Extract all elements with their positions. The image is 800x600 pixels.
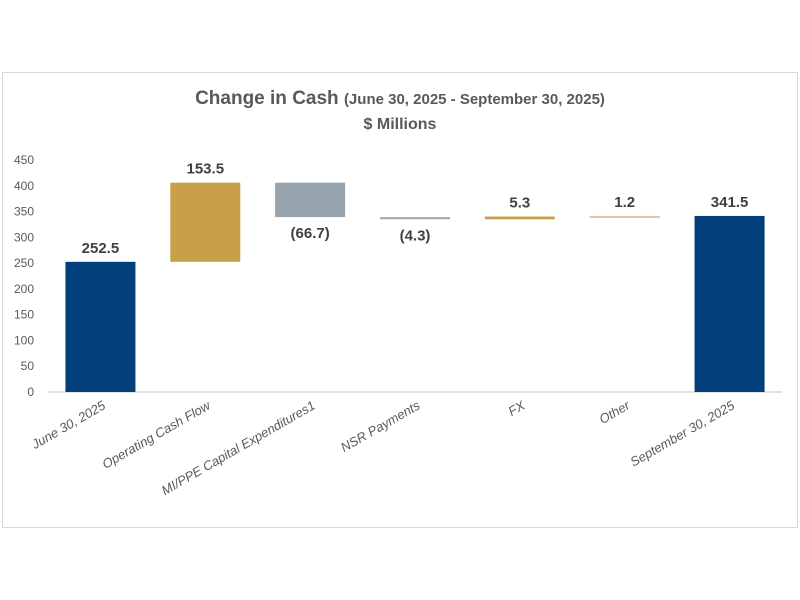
- y-tick-label: 100: [14, 333, 34, 347]
- category-label: September 30, 2025: [628, 397, 738, 469]
- category-label: FX: [505, 397, 528, 419]
- data-label: (4.3): [400, 227, 431, 244]
- title-date-range: (June 30, 2025 - September 30, 2025): [343, 91, 605, 108]
- category-label: NSR Payments: [338, 397, 423, 455]
- bar-3: [380, 217, 450, 220]
- chart-subtitle: $ Millions: [363, 116, 437, 133]
- category-label: Other: [597, 397, 633, 427]
- y-tick-label: 150: [14, 308, 34, 322]
- bar-1: [170, 182, 241, 262]
- data-label: 153.5: [187, 161, 225, 178]
- y-tick-label: 200: [14, 282, 34, 296]
- bar-0: [65, 261, 136, 392]
- title-main: Change in Cash: [195, 88, 339, 109]
- chart-title: Change in Cash (June 30, 2025 - Septembe…: [0, 88, 800, 110]
- bar-4: [484, 216, 555, 220]
- y-tick-label: 350: [14, 205, 34, 219]
- y-tick-label: 300: [14, 230, 34, 244]
- y-tick-label: 450: [14, 153, 34, 167]
- bar-6: [694, 215, 765, 392]
- bar-5: [589, 215, 660, 218]
- data-label: 1.2: [614, 194, 635, 211]
- data-label: 341.5: [711, 194, 749, 211]
- category-label: Operating Cash Flow: [100, 397, 215, 472]
- y-tick-label: 50: [21, 359, 35, 373]
- bar-2: [275, 182, 346, 218]
- y-tick-label: 0: [27, 385, 34, 399]
- y-tick-label: 250: [14, 256, 34, 270]
- y-tick-label: 400: [14, 179, 34, 193]
- data-label: 5.3: [509, 195, 530, 212]
- category-label: June 30, 2025: [28, 397, 108, 452]
- data-label: 252.5: [82, 240, 120, 257]
- data-label: (66.7): [291, 225, 330, 242]
